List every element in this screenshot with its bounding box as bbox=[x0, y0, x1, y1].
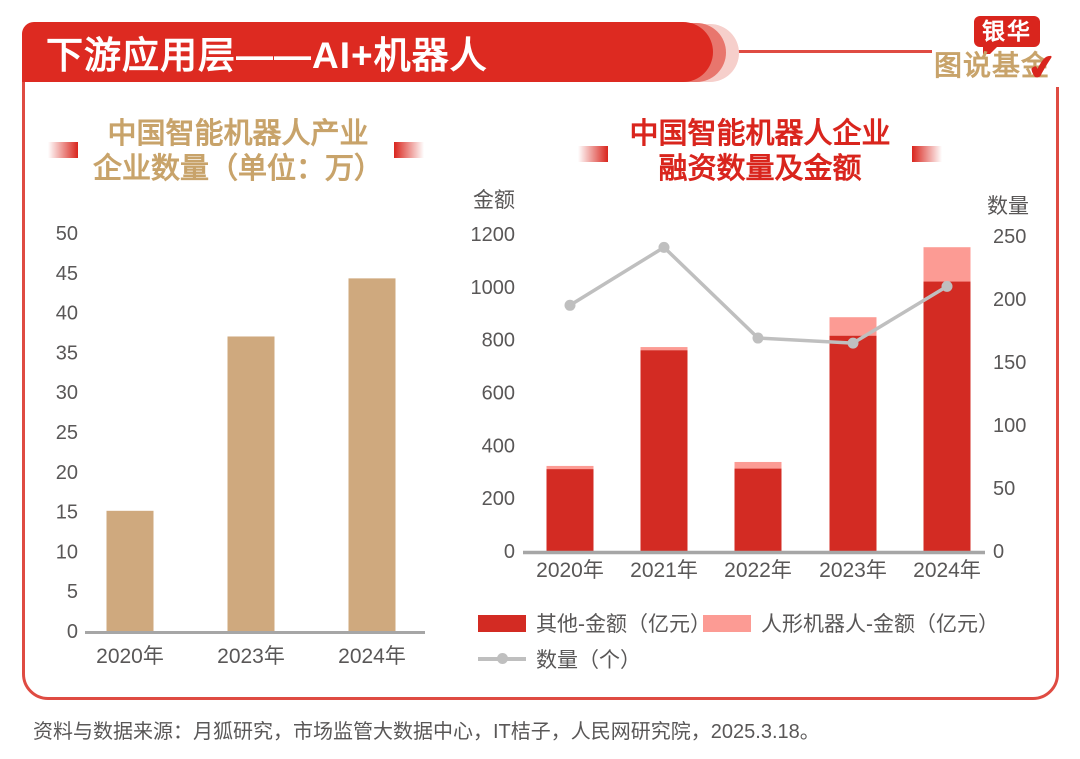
bar-2024年[interactable] bbox=[348, 278, 396, 631]
source-note: 资料与数据来源：月狐研究，市场监管大数据中心，IT桔子，人民网研究院，2025.… bbox=[33, 721, 820, 743]
bar-2020年[interactable] bbox=[106, 510, 154, 631]
left-chart-title-line2: 企业数量（单位：万） bbox=[92, 153, 383, 186]
left-axis-title: 金额 bbox=[473, 189, 515, 212]
x-tick-label: 2024年 bbox=[338, 645, 406, 668]
legend-swatch-pink bbox=[703, 614, 751, 632]
right-y-tick-label: 50 bbox=[993, 478, 1015, 500]
x-tick-label: 2022年 bbox=[724, 559, 792, 582]
right-combo-chart: 金额 数量 0 200 400 600 800 1000 1200 0 50 100 150 200 250… bbox=[471, 189, 1030, 582]
brand-logo-text: 图说基金 bbox=[934, 50, 1051, 81]
legend-line-marker-icon bbox=[478, 653, 526, 664]
left-chart-title-line1: 中国智能机器人产业 bbox=[107, 118, 369, 150]
right-chart-title-line2: 融资数量及金额 bbox=[658, 153, 862, 186]
legend-label: 其他-金额（亿元） bbox=[536, 613, 711, 636]
y-tick-label: 45 bbox=[56, 263, 78, 285]
y-tick-label: 10 bbox=[56, 541, 78, 563]
left-chart-title: 中国智能机器人产业 企业数量（单位：万） bbox=[62, 117, 414, 188]
page-title: 下游应用层——AI+机器人 bbox=[46, 35, 488, 76]
legend-label: 数量（个） bbox=[536, 649, 641, 672]
stack-humanoid-2021年[interactable] bbox=[640, 347, 688, 351]
stack-other-2021年[interactable] bbox=[640, 350, 688, 551]
accent-bar-icon bbox=[48, 142, 78, 158]
checkmark-icon: ✔ bbox=[1025, 47, 1060, 89]
y-tick-label: 0 bbox=[67, 621, 78, 643]
right-y-tick-label: 100 bbox=[993, 415, 1026, 437]
title-banner: 下游应用层——AI+机器人 bbox=[22, 22, 713, 82]
left-y-tick-label: 0 bbox=[504, 541, 515, 563]
left-y-tick-label: 400 bbox=[482, 435, 515, 457]
count-marker-2024年[interactable] bbox=[941, 280, 953, 292]
stack-other-2020年[interactable] bbox=[546, 469, 594, 551]
accent-bar-icon bbox=[394, 142, 424, 158]
right-y-tick-label: 0 bbox=[993, 541, 1004, 563]
y-tick-label: 50 bbox=[56, 223, 78, 245]
y-tick-label: 25 bbox=[56, 422, 78, 444]
legend-swatch-red bbox=[478, 614, 526, 632]
brand-logo: 银华 图说基金 ✔ bbox=[932, 8, 1080, 89]
count-marker-2021年[interactable] bbox=[658, 241, 670, 253]
left-y-tick-label: 800 bbox=[482, 330, 515, 352]
y-tick-label: 20 bbox=[56, 462, 78, 484]
right-y-tick-label: 250 bbox=[993, 226, 1026, 248]
right-chart-title: 中国智能机器人企业 融资数量及金额 bbox=[582, 117, 938, 188]
left-y-tick-label: 1200 bbox=[471, 224, 516, 246]
right-y-tick-label: 200 bbox=[993, 289, 1026, 311]
left-y-tick-label: 200 bbox=[482, 488, 515, 510]
x-tick-label: 2023年 bbox=[819, 559, 887, 582]
stack-other-2023年[interactable] bbox=[829, 335, 877, 551]
right-chart-title-line1: 中国智能机器人企业 bbox=[629, 118, 891, 150]
x-tick-label: 2020年 bbox=[536, 559, 604, 582]
bar-2023年[interactable] bbox=[227, 336, 275, 631]
stack-other-2022年[interactable] bbox=[734, 468, 782, 551]
accent-bar-icon bbox=[912, 146, 942, 162]
y-tick-label: 15 bbox=[56, 502, 78, 524]
right-chart-legend: 其他-金额（亿元） 人形机器人-金额（亿元） 数量（个） bbox=[460, 603, 1060, 683]
y-tick-label: 40 bbox=[56, 303, 78, 325]
stack-other-2024年[interactable] bbox=[923, 281, 971, 551]
left-bar-chart: 0 5 10 15 20 25 30 35 40 45 50 2020年 2023年 2024年 bbox=[56, 223, 425, 668]
right-axis-title: 数量 bbox=[987, 195, 1029, 218]
y-tick-label: 35 bbox=[56, 342, 78, 364]
stack-humanoid-2024年[interactable] bbox=[923, 247, 971, 282]
left-y-tick-label: 600 bbox=[482, 383, 515, 405]
count-marker-2022年[interactable] bbox=[752, 332, 764, 344]
stack-humanoid-2022年[interactable] bbox=[734, 461, 782, 469]
x-tick-label: 2020年 bbox=[96, 645, 164, 668]
legend-label: 人形机器人-金额（亿元） bbox=[761, 613, 999, 636]
count-line bbox=[569, 245, 948, 345]
x-tick-label: 2023年 bbox=[217, 645, 285, 668]
x-tick-label: 2024年 bbox=[913, 559, 981, 582]
legend-item-humanoid: 人形机器人-金额（亿元） bbox=[703, 608, 999, 638]
y-tick-label: 30 bbox=[56, 382, 78, 404]
legend-item-count: 数量（个） bbox=[478, 644, 641, 674]
left-y-tick-label: 1000 bbox=[471, 277, 516, 299]
x-tick-label: 2021年 bbox=[630, 559, 698, 582]
count-marker-2023年[interactable] bbox=[847, 337, 859, 349]
stack-humanoid-2023年[interactable] bbox=[829, 317, 877, 336]
legend-item-other: 其他-金额（亿元） bbox=[478, 608, 711, 638]
y-tick-label: 5 bbox=[67, 581, 78, 603]
brand-logo-bubble: 银华 bbox=[974, 16, 1040, 54]
right-y-tick-label: 150 bbox=[993, 352, 1026, 374]
count-marker-2020年[interactable] bbox=[564, 299, 576, 311]
stack-humanoid-2020年[interactable] bbox=[546, 465, 594, 470]
accent-bar-icon bbox=[578, 146, 608, 162]
